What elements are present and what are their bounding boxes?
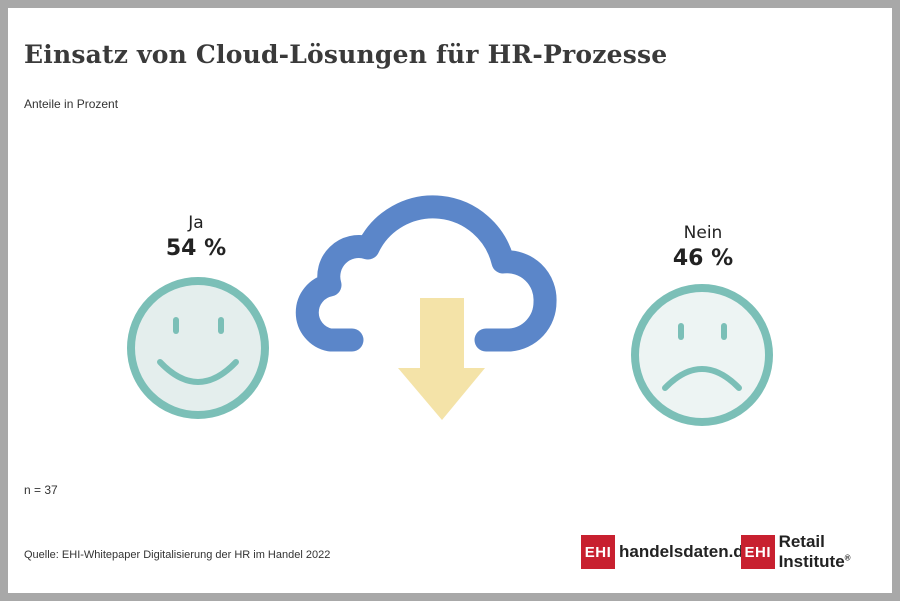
- retail-institute-logo-text: Retail Institute®: [779, 532, 900, 572]
- sample-size: n = 37: [24, 483, 58, 497]
- registered-mark: ®: [844, 553, 851, 563]
- ehi-logo-box: EHI: [741, 535, 775, 569]
- source-note: Quelle: EHI-Whitepaper Digitalisierung d…: [24, 549, 331, 561]
- value-label-no: 46 %: [672, 246, 734, 271]
- cloud-download-icon: [295, 195, 557, 420]
- category-label-no: Nein: [683, 223, 723, 243]
- happy-face-icon: [127, 277, 269, 419]
- chart-subtitle: Anteile in Prozent: [24, 97, 119, 111]
- retail-institute-text: Retail Institute: [778, 532, 845, 571]
- chart-title: Einsatz von Cloud-Lösungen für HR-Prozes…: [24, 40, 668, 69]
- sad-face-icon: [631, 284, 773, 426]
- value-label-yes: 54 %: [165, 236, 227, 261]
- ehi-logo-box: EHI: [581, 535, 615, 569]
- logo-handelsdaten[interactable]: EHI handelsdaten.de: [581, 535, 753, 569]
- handelsdaten-logo-text: handelsdaten.de: [619, 542, 754, 561]
- category-label-yes: Ja: [188, 213, 204, 233]
- logo-ehi-retail-institute[interactable]: EHI Retail Institute®: [741, 532, 900, 572]
